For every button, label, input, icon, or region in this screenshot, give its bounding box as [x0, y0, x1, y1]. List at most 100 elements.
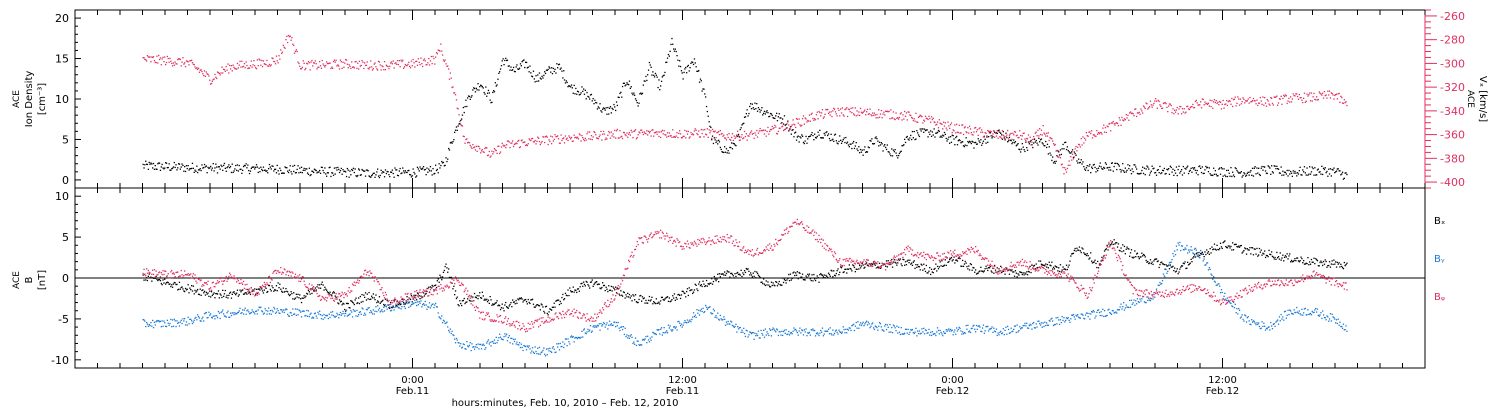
top-series-0-point: [516, 64, 518, 66]
bottom-series-1-point: [299, 310, 301, 312]
top-series-0-point: [214, 167, 216, 169]
top-series-0-point: [276, 164, 278, 167]
bottom-series-0-point: [1124, 253, 1126, 255]
top-series-0-point: [746, 109, 748, 111]
bottom-series-0-point: [953, 256, 955, 258]
bottom-series-0-point: [899, 258, 901, 260]
top-series-1-point: [1277, 102, 1280, 104]
top-series-1-point: [1229, 100, 1231, 102]
bottom-series-1-point: [224, 315, 226, 317]
bottom-series-0-point: [501, 303, 503, 305]
top-series-0-point: [772, 117, 774, 119]
top-series-0-point: [1119, 168, 1121, 171]
bottom-series-0-point: [988, 267, 991, 269]
top-series-0-point: [1013, 142, 1016, 144]
top-series-1-point: [979, 127, 981, 129]
bottom-series-1-point: [223, 315, 226, 317]
bottom-series-0-point: [611, 290, 613, 292]
top-series-0-point: [1273, 165, 1275, 167]
top-series-1-point: [803, 123, 805, 125]
bottom-series-0-point: [255, 288, 258, 290]
bottom-series-0-point: [1192, 257, 1194, 259]
top-series-0-point: [158, 162, 161, 164]
bottom-series-1-point: [287, 313, 289, 316]
bottom-series-0-point: [1330, 263, 1332, 265]
bottom-series-0-point: [936, 270, 938, 272]
top-series-1-point: [1284, 94, 1287, 96]
bottom-series-0-point: [880, 265, 882, 267]
bottom-series-0-point: [777, 283, 779, 285]
top-series-0-point: [750, 103, 752, 105]
top-series-0-point: [627, 83, 629, 85]
bottom-series-0-point: [1344, 264, 1346, 267]
bottom-series-0-point: [808, 275, 810, 277]
top-series-1-point: [668, 132, 670, 134]
bottom-series-0-point: [998, 268, 1000, 270]
bottom-series-1-point: [274, 308, 276, 310]
bottom-series-0-point: [700, 284, 702, 286]
bottom-series-0-point: [771, 284, 773, 287]
top-series-1-point: [457, 108, 459, 110]
top-series-1-point: [1319, 92, 1321, 94]
bottom-series-0-point: [416, 299, 418, 301]
bottom-series-0-point: [1026, 271, 1028, 273]
bottom-series-1-point: [235, 313, 237, 315]
top-series-0-point: [151, 163, 153, 165]
top-series-0-point: [355, 175, 357, 177]
top-series-1-point: [1085, 132, 1088, 134]
top-series-1-point: [530, 139, 532, 142]
top-series-1-point: [1317, 98, 1319, 101]
top-series-0-point: [452, 141, 454, 143]
top-series-1-point: [629, 134, 631, 136]
top-series-0-point: [143, 167, 145, 169]
top-series-0-point: [435, 169, 438, 172]
top-series-1-point: [255, 68, 258, 70]
top-series-1-point: [336, 65, 338, 67]
bottom-series-0-point: [833, 274, 836, 276]
top-series-0-point: [368, 175, 370, 177]
bottom-series-0-point: [819, 274, 821, 276]
top-series-1-point: [1316, 99, 1319, 101]
top-series-0-point: [272, 165, 274, 167]
top-series-0-point: [469, 98, 471, 100]
bottom-series-0-point: [350, 300, 352, 302]
top-series-0-point: [1083, 166, 1085, 168]
top-series-0-point: [949, 136, 952, 138]
bottom-series-1-point: [476, 346, 478, 349]
bottom-series-0-point: [1279, 252, 1281, 254]
top-series-1-point: [1132, 113, 1134, 115]
bottom-series-1-point: [172, 325, 175, 327]
bottom-series-0-point: [791, 277, 793, 280]
bottom-series-0-point: [142, 274, 144, 276]
bottom-series-0-point: [571, 291, 573, 293]
top-series-1-point: [251, 66, 253, 68]
top-series-0-point: [1163, 167, 1165, 170]
bottom-series-0-point: [1139, 256, 1141, 258]
bottom-series-0-point: [1314, 263, 1316, 265]
bottom-series-0-point: [935, 263, 937, 265]
top-series-1-point: [633, 130, 635, 132]
top-series-0-point: [1159, 165, 1161, 168]
bottom-series-0-point: [1210, 252, 1212, 254]
bottom-series-0-point: [475, 297, 477, 299]
bottom-series-1-point: [454, 342, 457, 344]
bottom-series-1-point: [191, 320, 193, 322]
bottom-series-0-point: [471, 300, 473, 302]
bottom-series-0-point: [848, 264, 850, 266]
top-series-0-point: [376, 171, 378, 173]
top-series-0-point: [486, 92, 489, 94]
bottom-series-0-point: [587, 284, 589, 286]
bottom-series-0-point: [783, 278, 786, 280]
bottom-series-0-point: [396, 304, 398, 307]
top-series-0-point: [167, 166, 169, 169]
bottom-series-0-point: [414, 296, 416, 298]
bottom-series-0-point: [691, 289, 693, 291]
top-series-1-point: [329, 62, 331, 64]
bottom-series-0-point: [673, 297, 675, 299]
top-series-0-point: [287, 170, 289, 172]
top-series-1-point: [849, 111, 851, 113]
top-series-0-point: [479, 86, 481, 88]
bottom-series-0-point: [340, 300, 342, 302]
top-series-1-point: [369, 66, 371, 68]
top-series-0-point: [825, 131, 827, 134]
